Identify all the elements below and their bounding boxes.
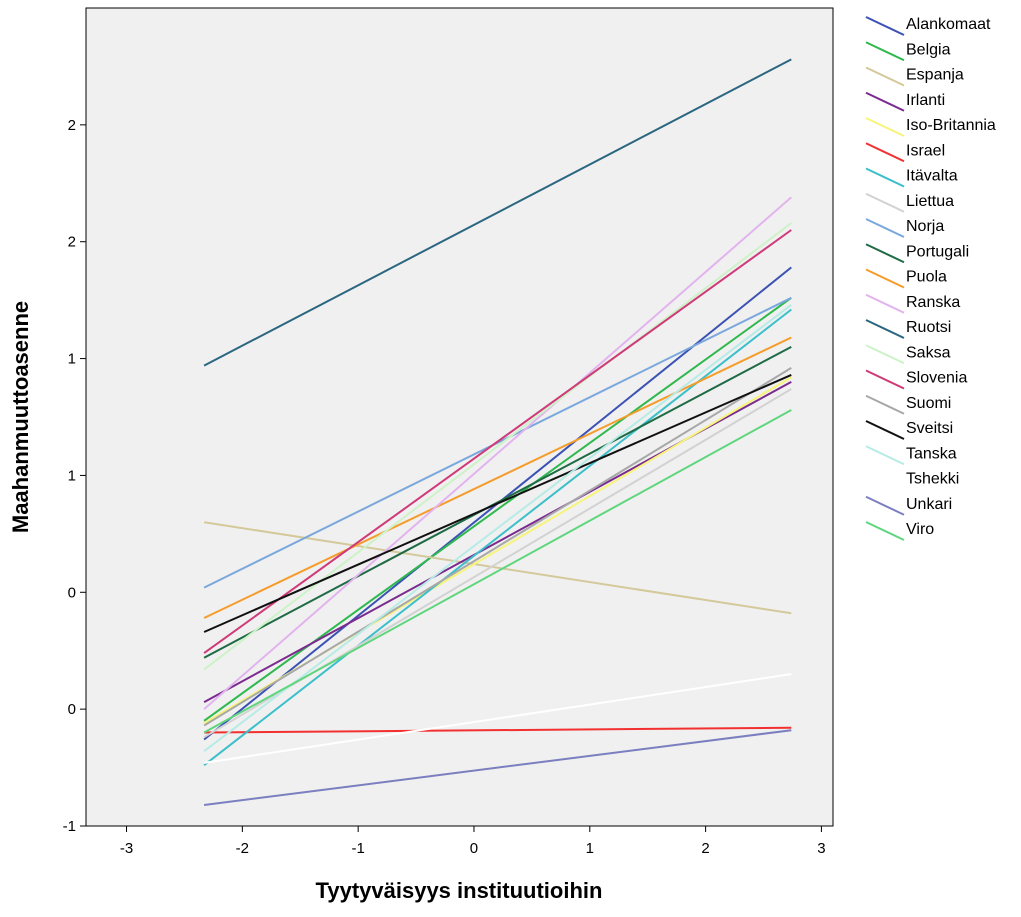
series-line-16 (203, 373, 792, 633)
legend-label: Espanja (906, 67, 964, 84)
legend-swatch (865, 243, 905, 264)
legend-label: Tanska (906, 445, 957, 462)
legend-swatch (865, 470, 905, 491)
legend-swatch (865, 117, 905, 137)
legend-label: Suomi (906, 395, 951, 412)
legend-swatch (865, 268, 905, 289)
y-axis-title: Maahanmuuttoasenne (8, 301, 33, 533)
legend-label: Itävalta (906, 168, 958, 185)
x-tick-label: 2 (701, 840, 709, 857)
legend-label: Puola (906, 269, 947, 286)
series-line-18 (203, 673, 792, 764)
legend-label: Liettua (906, 193, 954, 210)
legend-swatch (865, 41, 905, 62)
series-line-12 (203, 58, 792, 367)
y-tick-label: 2 (68, 234, 76, 251)
y-tick-label: 2 (68, 117, 76, 134)
legend-label: Ruotsi (906, 319, 951, 336)
series-line-14 (203, 229, 792, 654)
y-tick-label: 0 (68, 584, 76, 601)
legend-label: Ranska (906, 294, 960, 311)
legend-label: Portugali (906, 243, 969, 260)
series-line-5 (204, 726, 792, 734)
series-line-9 (203, 346, 792, 659)
legend-swatch (865, 319, 905, 339)
legend-swatch (865, 369, 905, 390)
y-tick-label: -1 (63, 818, 76, 835)
y-axis: -1 0 0 1 1 2 2 (63, 117, 86, 835)
y-tick-label: 1 (68, 467, 76, 484)
legend-swatch (865, 16, 905, 36)
legend-swatch (865, 521, 905, 541)
x-axis-title: Tyytyväisyys instituutioihin (316, 878, 603, 903)
legend-label: Viro (906, 521, 934, 538)
legend-label: Irlanti (906, 92, 945, 109)
legend-swatch (865, 218, 905, 238)
legend-swatch (865, 293, 905, 314)
series-line-13 (203, 222, 792, 671)
legend-swatch (865, 420, 905, 440)
series-line-19 (203, 729, 792, 806)
series-line-10 (203, 336, 792, 619)
legend-label: Tshekki (906, 471, 959, 488)
series-line-17 (203, 304, 792, 752)
legend-swatch (865, 344, 905, 365)
series-layer (203, 58, 792, 806)
legend-label: Belgia (906, 41, 951, 58)
x-axis: -3 -2 -1 0 1 2 3 (120, 826, 826, 857)
x-tick-label: 1 (586, 840, 594, 857)
legend-label: Sveitsi (906, 420, 953, 437)
legend-swatch (865, 394, 905, 415)
legend-label: Unkari (906, 496, 952, 513)
y-tick-label: 0 (68, 701, 76, 718)
x-tick-label: -1 (351, 840, 364, 857)
x-tick-label: -3 (120, 840, 133, 857)
series-line-1 (203, 296, 792, 722)
series-line-6 (203, 308, 792, 766)
legend-swatch (865, 192, 905, 213)
y-tick-label: 1 (68, 351, 76, 368)
x-tick-label: 0 (470, 840, 478, 857)
series-line-2 (203, 521, 792, 615)
legend-label: Slovenia (906, 370, 967, 387)
legend-label: Iso-Britannia (906, 117, 996, 134)
plot-background (85, 7, 834, 827)
legend-swatch (865, 495, 905, 516)
legend-swatch (865, 167, 905, 188)
legend-swatch (865, 142, 905, 163)
series-line-20 (203, 409, 792, 734)
legend-label: Saksa (906, 344, 951, 361)
x-tick-label: -2 (236, 840, 249, 857)
legend-swatch (865, 91, 905, 112)
legend: Alankomaat Belgia Espanja Irlanti Iso-Britan… (865, 16, 996, 541)
legend-label: Norja (906, 218, 944, 235)
legend-label: Alankomaat (906, 16, 991, 33)
legend-label: Israel (906, 142, 945, 159)
series-line-15 (203, 367, 792, 727)
legend-swatch (865, 66, 905, 87)
legend-swatch (865, 445, 905, 466)
x-tick-label: 3 (817, 840, 825, 857)
series-line-11 (203, 196, 792, 710)
